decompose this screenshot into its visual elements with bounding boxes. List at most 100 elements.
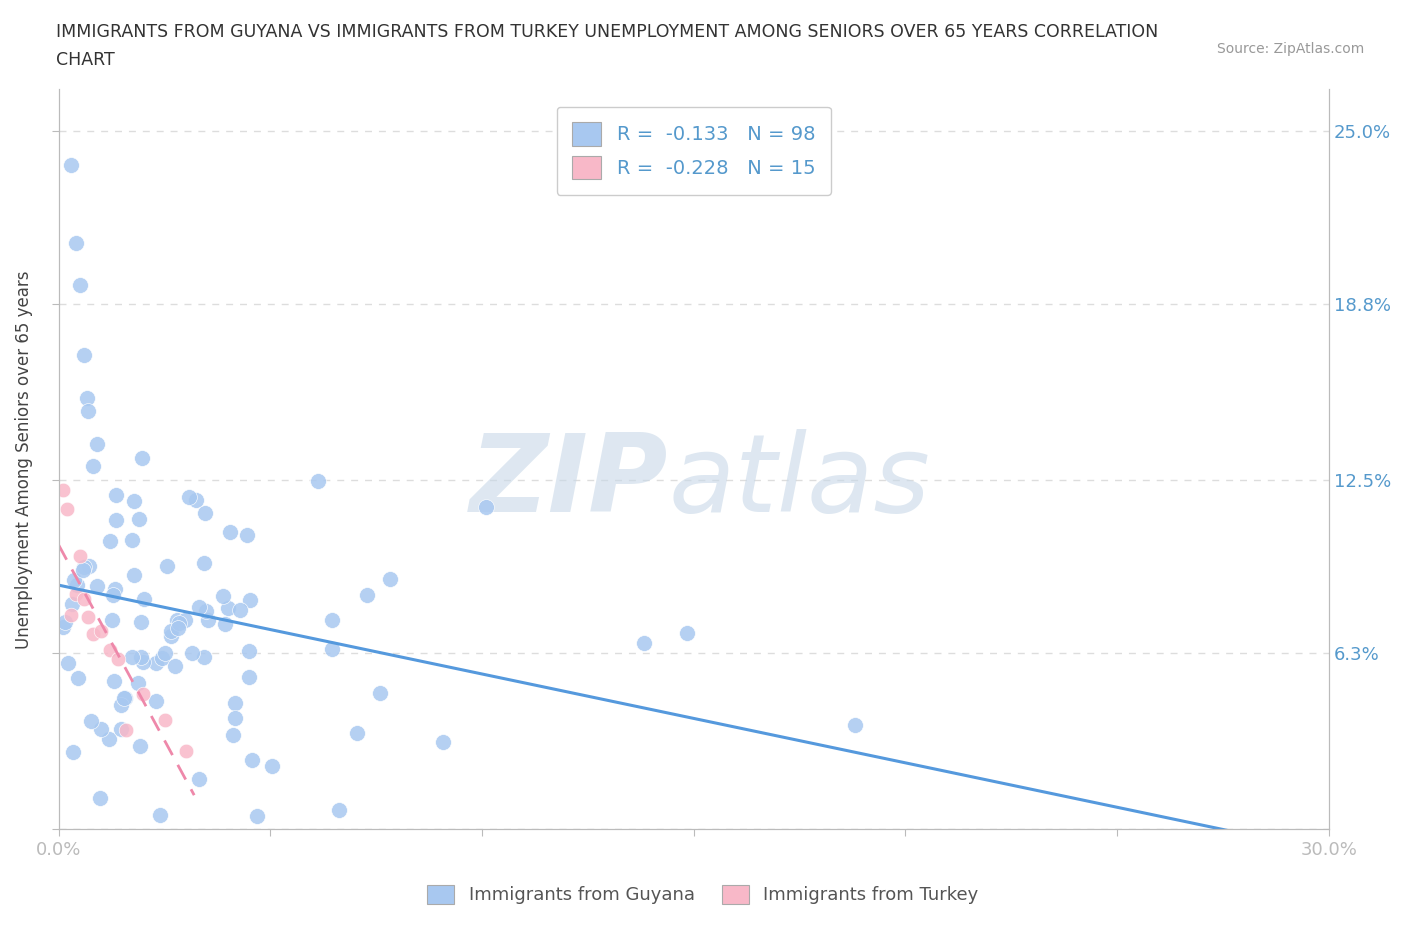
Point xyxy=(101,612,124,627)
Point xyxy=(121,533,143,548)
Point xyxy=(236,528,259,543)
Point xyxy=(239,593,262,608)
Point xyxy=(97,732,120,747)
Point xyxy=(228,603,250,618)
Point xyxy=(214,617,236,631)
Point xyxy=(307,473,329,488)
Point xyxy=(122,493,145,508)
Point xyxy=(193,650,215,665)
Text: Source: ZipAtlas.com: Source: ZipAtlas.com xyxy=(1216,42,1364,56)
Point xyxy=(240,753,263,768)
Point xyxy=(90,623,112,638)
Point xyxy=(80,713,103,728)
Point xyxy=(73,347,96,362)
Point xyxy=(122,567,145,582)
Point xyxy=(129,738,152,753)
Point xyxy=(128,512,150,526)
Point xyxy=(82,458,104,473)
Point xyxy=(127,675,149,690)
Point xyxy=(77,559,100,574)
Point xyxy=(110,721,132,736)
Point xyxy=(101,588,124,603)
Point xyxy=(105,512,128,527)
Point xyxy=(184,492,207,507)
Point xyxy=(167,620,190,635)
Point xyxy=(104,487,127,502)
Legend: Immigrants from Guyana, Immigrants from Turkey: Immigrants from Guyana, Immigrants from … xyxy=(420,878,986,911)
Point xyxy=(60,596,83,611)
Point xyxy=(77,403,100,418)
Point xyxy=(98,533,121,548)
Point xyxy=(104,581,127,596)
Point xyxy=(380,572,402,587)
Point xyxy=(368,685,391,700)
Point xyxy=(129,615,152,630)
Point xyxy=(132,687,155,702)
Point xyxy=(150,650,173,665)
Point xyxy=(131,450,153,465)
Point xyxy=(86,436,108,451)
Point xyxy=(103,673,125,688)
Point xyxy=(60,608,83,623)
Point xyxy=(52,482,75,497)
Text: ZIP: ZIP xyxy=(470,429,668,535)
Point xyxy=(328,802,350,817)
Point xyxy=(844,718,866,733)
Point xyxy=(346,725,368,740)
Point xyxy=(218,525,240,539)
Point xyxy=(321,613,343,628)
Point xyxy=(132,655,155,670)
Point xyxy=(166,613,188,628)
Point xyxy=(165,658,187,673)
Point xyxy=(195,604,218,618)
Point xyxy=(114,690,136,705)
Point xyxy=(53,615,76,630)
Point xyxy=(187,772,209,787)
Point xyxy=(82,627,104,642)
Point xyxy=(66,578,89,592)
Point xyxy=(148,807,170,822)
Point xyxy=(193,556,215,571)
Point xyxy=(156,559,179,574)
Point xyxy=(194,506,217,521)
Legend: R =  -0.133   N = 98, R =  -0.228   N = 15: R = -0.133 N = 98, R = -0.228 N = 15 xyxy=(557,107,831,194)
Text: CHART: CHART xyxy=(56,51,115,69)
Text: atlas: atlas xyxy=(668,429,931,534)
Point xyxy=(69,277,91,292)
Point xyxy=(174,744,197,759)
Y-axis label: Unemployment Among Seniors over 65 years: Unemployment Among Seniors over 65 years xyxy=(15,270,32,648)
Point xyxy=(224,696,246,711)
Point xyxy=(160,624,183,639)
Point xyxy=(134,591,156,606)
Point xyxy=(475,499,498,514)
Point xyxy=(98,643,121,658)
Point xyxy=(153,712,176,727)
Point xyxy=(188,600,211,615)
Point xyxy=(217,600,239,615)
Point xyxy=(145,656,167,671)
Point xyxy=(112,691,135,706)
Point xyxy=(115,723,138,737)
Point xyxy=(179,490,201,505)
Point xyxy=(86,578,108,593)
Point xyxy=(173,613,195,628)
Point xyxy=(62,572,84,587)
Point xyxy=(432,735,454,750)
Point xyxy=(90,722,112,737)
Point xyxy=(56,656,79,671)
Point xyxy=(356,588,378,603)
Point xyxy=(73,592,96,607)
Point xyxy=(62,744,84,759)
Point xyxy=(76,391,98,405)
Point xyxy=(65,587,87,602)
Point xyxy=(224,711,246,725)
Point xyxy=(145,694,167,709)
Point xyxy=(222,728,245,743)
Point xyxy=(121,649,143,664)
Point xyxy=(89,790,111,805)
Point xyxy=(52,619,75,634)
Point xyxy=(238,670,260,684)
Point xyxy=(181,645,204,660)
Point xyxy=(65,235,87,250)
Point xyxy=(238,644,260,658)
